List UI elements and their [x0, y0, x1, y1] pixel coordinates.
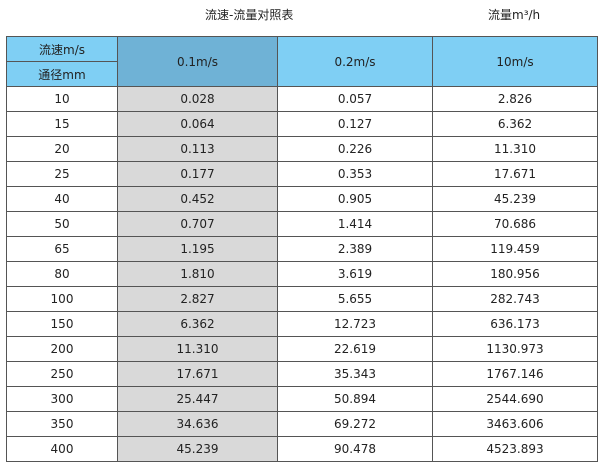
flow-cell: 4523.893: [432, 436, 598, 462]
flow-cell: 0.452: [117, 186, 278, 212]
header-row: 流速m/s 0.1m/s 0.2m/s 10m/s: [6, 36, 598, 87]
flow-cell: 1.195: [117, 236, 278, 262]
flow-cell: 636.173: [432, 311, 598, 337]
flow-cell: 282.743: [432, 286, 598, 312]
flow-cell: 2.826: [432, 86, 598, 112]
flow-cell: 1767.146: [432, 361, 598, 387]
flow-cell: 6.362: [117, 311, 278, 337]
table-row: 80 1.810 3.619 180.956: [6, 261, 598, 287]
flow-cell: 0.127: [277, 111, 433, 137]
flow-cell: 5.655: [277, 286, 433, 312]
flow-cell: 69.272: [277, 411, 433, 437]
diameter-cell: 200: [6, 336, 118, 362]
table-row: 250 17.671 35.343 1767.146: [6, 361, 598, 387]
flow-cell: 11.310: [432, 136, 598, 162]
flow-cell: 11.310: [117, 336, 278, 362]
flow-cell: 45.239: [432, 186, 598, 212]
flow-unit-label: 流量m³/h: [488, 8, 541, 22]
flow-cell: 45.239: [117, 436, 278, 462]
flow-cell: 0.064: [117, 111, 278, 137]
flow-cell: 50.894: [277, 386, 433, 412]
flow-cell: 35.343: [277, 361, 433, 387]
column-header: 0.2m/s: [277, 36, 433, 87]
flow-cell: 119.459: [432, 236, 598, 262]
diameter-cell: 25: [6, 161, 118, 187]
flow-cell: 17.671: [117, 361, 278, 387]
diameter-cell: 65: [6, 236, 118, 262]
table-row: 300 25.447 50.894 2544.690: [6, 386, 598, 412]
table-row: 400 45.239 90.478 4523.893: [6, 436, 598, 462]
table-row: 100 2.827 5.655 282.743: [6, 286, 598, 312]
diameter-cell: 20: [6, 136, 118, 162]
flow-cell: 25.447: [117, 386, 278, 412]
table-row: 350 34.636 69.272 3463.606: [6, 411, 598, 437]
diameter-cell: 250: [6, 361, 118, 387]
diameter-cell: 40: [6, 186, 118, 212]
diameter-cell: 15: [6, 111, 118, 137]
flow-cell: 1.414: [277, 211, 433, 237]
table-row: 50 0.707 1.414 70.686: [6, 211, 598, 237]
flow-cell: 0.028: [117, 86, 278, 112]
flow-cell: 1.810: [117, 261, 278, 287]
flow-cell: 0.353: [277, 161, 433, 187]
table-row: 150 6.362 12.723 636.173: [6, 311, 598, 337]
diameter-cell: 100: [6, 286, 118, 312]
flow-cell: 34.636: [117, 411, 278, 437]
diameter-cell: 10: [6, 86, 118, 112]
flow-cell: 0.707: [117, 211, 278, 237]
flow-cell: 3463.606: [432, 411, 598, 437]
velocity-flow-table: 流速m/s 0.1m/s 0.2m/s 10m/s 通径mm 10 0.028 0.…: [6, 36, 598, 462]
column-header: 10m/s: [432, 36, 598, 87]
diameter-cell: 350: [6, 411, 118, 437]
flow-cell: 0.226: [277, 136, 433, 162]
table-row: 40 0.452 0.905 45.239: [6, 186, 598, 212]
table-row: 10 0.028 0.057 2.826: [6, 86, 598, 112]
diameter-cell: 400: [6, 436, 118, 462]
table-title: 流速-流量对照表: [205, 8, 294, 22]
table-row: 20 0.113 0.226 11.310: [6, 136, 598, 162]
flow-cell: 6.362: [432, 111, 598, 137]
flow-cell: 0.113: [117, 136, 278, 162]
flow-cell: 3.619: [277, 261, 433, 287]
diameter-header: 通径mm: [6, 61, 118, 87]
table-row: 25 0.177 0.353 17.671: [6, 161, 598, 187]
flow-cell: 0.905: [277, 186, 433, 212]
diameter-cell: 300: [6, 386, 118, 412]
flow-cell: 17.671: [432, 161, 598, 187]
flow-cell: 0.057: [277, 86, 433, 112]
table-row: 65 1.195 2.389 119.459: [6, 236, 598, 262]
flow-cell: 2.827: [117, 286, 278, 312]
flow-cell: 2.389: [277, 236, 433, 262]
column-header: 0.1m/s: [117, 36, 278, 87]
flow-cell: 2544.690: [432, 386, 598, 412]
header-row: 通径mm: [6, 61, 598, 87]
flow-cell: 180.956: [432, 261, 598, 287]
velocity-header: 流速m/s: [6, 36, 118, 62]
diameter-cell: 80: [6, 261, 118, 287]
table-row: 15 0.064 0.127 6.362: [6, 111, 598, 137]
flow-cell: 0.177: [117, 161, 278, 187]
flow-cell: 22.619: [277, 336, 433, 362]
table-row: 200 11.310 22.619 1130.973: [6, 336, 598, 362]
diameter-cell: 150: [6, 311, 118, 337]
flow-cell: 90.478: [277, 436, 433, 462]
flow-cell: 12.723: [277, 311, 433, 337]
flow-cell: 1130.973: [432, 336, 598, 362]
flow-cell: 70.686: [432, 211, 598, 237]
diameter-cell: 50: [6, 211, 118, 237]
